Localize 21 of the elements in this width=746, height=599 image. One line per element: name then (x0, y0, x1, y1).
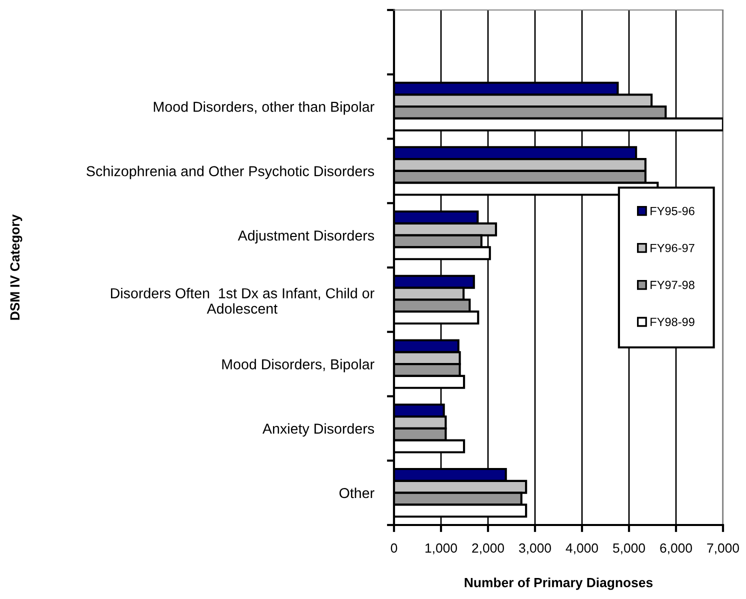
y-tick-label: Adjustment Disorders (238, 230, 374, 244)
legend-label: FY96-97 (650, 244, 694, 252)
y-tick-label: Anxiety Disorders (262, 423, 374, 437)
x-tick-label: 3,000 (518, 543, 551, 554)
x-tick-label: 1,000 (426, 543, 457, 554)
y-tick-label: Other (339, 488, 374, 498)
x-tick-label: 2,000 (472, 543, 504, 554)
y-tick-label: Disorders Often 1st Dx as Infant, Child or Adolescent (110, 288, 374, 314)
y-tick-label: Mood Disorders, other than Bipolar (154, 101, 374, 115)
x-tick-label: 6,000 (660, 543, 692, 554)
x-axis-title: Number of Primary Diagnoses (464, 578, 653, 590)
y-axis-title: DSM IV Category (10, 214, 22, 320)
legend-label: FY97-98 (650, 280, 694, 290)
x-tick-label: 7,000 (707, 543, 739, 554)
legend-label: FY98-99 (650, 318, 694, 326)
y-tick-label: Mood Disorders, Bipolar (222, 358, 374, 372)
x-tick-label: 0 (390, 543, 398, 553)
y-tick-label: Schizophrenia and Other Psychotic Disorders (86, 166, 374, 180)
x-tick-label: 5,000 (613, 543, 645, 554)
x-tick-label: 4,000 (566, 543, 598, 554)
legend-label: FY95-96 (650, 206, 694, 216)
